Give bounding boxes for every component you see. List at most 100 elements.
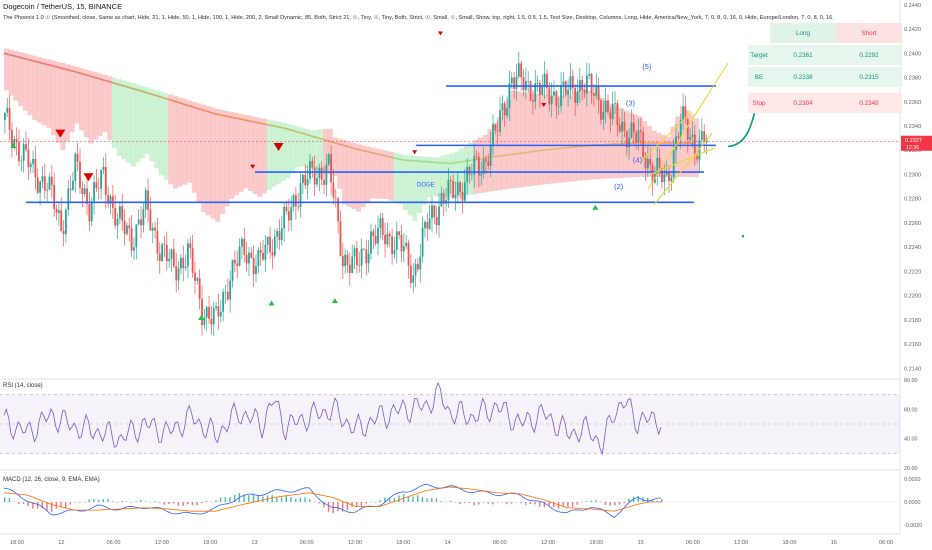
candle-body xyxy=(452,180,455,199)
candle-body xyxy=(384,234,386,245)
macd-histogram-bar xyxy=(614,502,616,506)
macd-histogram-bar xyxy=(252,493,255,502)
candle-body xyxy=(323,179,325,185)
ribbon-segment xyxy=(675,116,681,177)
candle-body xyxy=(201,298,203,325)
candle-body xyxy=(442,193,445,204)
macd-histogram-bar xyxy=(262,496,264,502)
ribbon-segment xyxy=(294,126,300,168)
candle-body xyxy=(435,217,438,226)
candle-body xyxy=(4,112,6,120)
candle-body xyxy=(165,244,168,262)
candle-body xyxy=(50,176,53,185)
macd-histogram-bar xyxy=(248,495,250,502)
candle-body xyxy=(567,89,569,95)
candle-body xyxy=(658,157,661,168)
ribbon-segment xyxy=(510,90,516,189)
macd-histogram-bar xyxy=(393,498,395,502)
candle-body xyxy=(158,253,161,262)
y-tick-label: 0.2200 xyxy=(904,294,921,300)
candle-body xyxy=(219,311,222,317)
candle-body xyxy=(428,218,431,229)
ribbon-segment xyxy=(543,95,549,185)
y-tick-label: 0.2440 xyxy=(904,3,921,9)
macd-histogram-bar xyxy=(585,501,588,502)
candle-body xyxy=(593,93,595,96)
candle-body xyxy=(304,174,307,186)
candle-body xyxy=(330,154,332,183)
candle-body xyxy=(25,144,27,150)
candle-body xyxy=(344,254,347,267)
macd-histogram-bar xyxy=(351,502,353,507)
candle-body xyxy=(438,206,440,226)
ribbon-segment xyxy=(524,93,530,187)
candle-body xyxy=(569,76,572,90)
rsi-tick-label: 20.00 xyxy=(904,466,918,472)
ribbon-segment xyxy=(327,128,333,175)
macd-histogram-bar xyxy=(41,502,43,509)
ribbon-segment xyxy=(121,80,127,160)
candle-body xyxy=(691,134,694,138)
macd-histogram-bar xyxy=(417,495,419,502)
candle-body xyxy=(431,205,433,219)
candle-body xyxy=(623,121,626,131)
macd-pane-label[interactable]: MACD (12, 26, close, 9, EMA, EMA) xyxy=(3,477,100,483)
macd-histogram-bar xyxy=(356,502,358,507)
macd-histogram-bar xyxy=(346,502,349,510)
ribbon-segment xyxy=(18,52,24,107)
candle-body xyxy=(560,85,562,107)
phoenix-signal-table: Long Short Target 0.2361 0.2292 BE 0.233… xyxy=(748,23,902,115)
macd-histogram-bar xyxy=(482,502,485,503)
ribbon-segment xyxy=(290,124,296,173)
candle-body xyxy=(539,82,541,96)
candle-body xyxy=(466,166,469,183)
candle-body xyxy=(550,95,553,105)
candle-body xyxy=(564,81,567,95)
candle-body xyxy=(241,238,243,247)
candle-body xyxy=(402,246,405,252)
candle-body xyxy=(630,122,633,138)
candle-body xyxy=(409,265,412,283)
candle-body xyxy=(621,121,623,132)
candle-body xyxy=(182,257,185,268)
ribbon-segment xyxy=(651,130,657,177)
candle-body xyxy=(546,73,548,89)
target-row: Target 0.2361 0.2292 xyxy=(748,45,902,65)
ribbon-segment xyxy=(520,92,526,188)
ribbon-segment xyxy=(116,78,122,156)
macd-histogram-bar xyxy=(229,497,231,502)
candle-body xyxy=(548,88,551,105)
indicator-settings[interactable]: The Phoenix 1.0 ☉ (Smoothed, close, Same… xyxy=(3,15,833,21)
macd-histogram-bar xyxy=(487,502,489,504)
x-tick-label: 13 xyxy=(251,540,257,546)
candle-body xyxy=(238,246,241,266)
macd-histogram-bar xyxy=(65,502,67,508)
candle-body xyxy=(116,218,119,226)
candle-body xyxy=(172,249,175,267)
candle-body xyxy=(224,291,227,293)
macd-histogram-bar xyxy=(435,498,438,502)
candle-body xyxy=(574,87,577,103)
x-tick-label: 14 xyxy=(445,540,451,546)
candle-body xyxy=(672,150,675,178)
candle-body xyxy=(616,103,619,125)
ribbon-segment xyxy=(130,83,136,167)
macd-histogram-bar xyxy=(276,497,278,502)
candle-body xyxy=(661,167,663,183)
candle-body xyxy=(348,264,351,273)
candle-body xyxy=(353,248,356,257)
candle-body xyxy=(88,203,91,222)
x-tick-label: 18:00 xyxy=(782,540,796,546)
candle-body xyxy=(503,103,506,116)
x-tick-label: 06:00 xyxy=(493,540,507,546)
ribbon-segment xyxy=(196,103,202,203)
x-tick-label: 06:00 xyxy=(686,540,700,546)
symbol-title[interactable]: Dogecoin / TetherUS, 15, BINANCE xyxy=(3,2,123,11)
macd-histogram-bar xyxy=(449,500,452,502)
rsi-pane-label[interactable]: RSI (14, close) xyxy=(3,383,43,389)
sell-signal-marker xyxy=(437,31,443,36)
candle-body xyxy=(210,318,213,325)
candle-body xyxy=(133,247,135,251)
stop-row: Stop 0.2304 0.2349 xyxy=(748,93,902,113)
